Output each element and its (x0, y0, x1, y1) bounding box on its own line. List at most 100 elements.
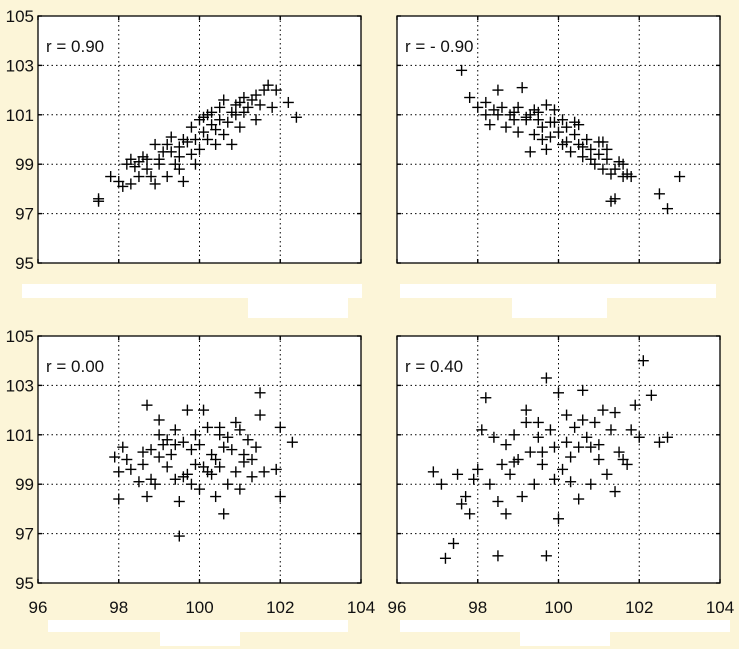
data-point (593, 454, 605, 465)
data-point (218, 441, 230, 453)
y-tick-label: 95 (15, 574, 34, 593)
data-point (234, 483, 246, 495)
data-point (532, 416, 544, 428)
data-point (577, 384, 589, 396)
data-point (218, 129, 230, 141)
data-point (246, 471, 258, 483)
data-point (480, 96, 492, 108)
data-point (585, 153, 597, 165)
scatter-panel-2: r = - 0.90 (396, 15, 721, 264)
data-point (258, 466, 270, 478)
data-point (173, 530, 185, 542)
data-point (484, 119, 496, 131)
data-point (540, 99, 552, 111)
data-point (161, 461, 173, 473)
data-point (492, 84, 504, 96)
data-point (536, 458, 548, 470)
data-point (169, 424, 181, 436)
data-point (565, 451, 577, 463)
data-point (480, 109, 492, 121)
x-tick-label: 102 (266, 598, 294, 617)
data-point (250, 441, 262, 453)
data-point (585, 143, 597, 155)
data-point (161, 138, 173, 150)
data-point (524, 146, 536, 158)
data-point (508, 106, 520, 118)
data-point (210, 454, 222, 465)
data-point (617, 158, 629, 170)
y-tick-label: 101 (6, 106, 34, 125)
data-point (565, 476, 577, 488)
data-point (270, 463, 282, 475)
data-point (597, 404, 609, 416)
data-point (189, 134, 201, 145)
data-point (194, 483, 205, 495)
data-point (137, 446, 149, 458)
data-point (553, 513, 564, 525)
data-point (581, 134, 593, 145)
y-tick-label: 105 (6, 327, 34, 346)
data-point (185, 148, 197, 160)
data-point (226, 444, 238, 456)
data-point (141, 491, 153, 503)
data-point (484, 478, 496, 490)
x-tick-label: 96 (29, 598, 48, 617)
data-point (230, 109, 242, 121)
data-point (427, 466, 439, 478)
data-point (577, 141, 589, 153)
data-point (662, 431, 674, 443)
data-point (548, 473, 560, 485)
data-point (597, 163, 609, 175)
data-point (500, 121, 512, 133)
data-point (234, 121, 246, 133)
y-tick-label: 103 (6, 376, 34, 395)
data-point (165, 449, 177, 461)
label-strip (512, 298, 607, 318)
data-point (125, 153, 137, 165)
data-point (222, 116, 234, 128)
x-tick-label: 102 (625, 598, 653, 617)
data-point (153, 153, 165, 165)
data-point (492, 495, 504, 507)
data-point (528, 104, 540, 116)
data-point (460, 491, 472, 503)
data-point (480, 392, 492, 404)
label-strip (160, 632, 240, 646)
data-point (629, 399, 641, 411)
data-point (198, 404, 210, 416)
data-point (557, 463, 569, 475)
data-point (198, 126, 210, 138)
data-point (185, 478, 197, 490)
data-point (133, 171, 145, 183)
data-point (238, 92, 250, 104)
data-point (448, 537, 460, 549)
data-point (492, 550, 504, 562)
data-point (274, 491, 286, 503)
data-point (270, 84, 282, 96)
data-point (621, 458, 633, 470)
data-point (528, 478, 540, 490)
data-point (613, 446, 625, 458)
data-point (653, 436, 665, 448)
data-point (496, 458, 508, 470)
data-point (129, 161, 141, 173)
data-point (189, 458, 201, 470)
y-tick-label: 103 (6, 56, 34, 75)
data-point (540, 372, 552, 384)
data-point (214, 421, 226, 433)
data-point (512, 126, 524, 138)
data-point (242, 101, 254, 113)
data-point (173, 495, 185, 507)
data-point (117, 441, 129, 453)
data-point (234, 424, 246, 436)
data-point (508, 456, 520, 468)
data-point (605, 424, 617, 436)
data-point (133, 476, 145, 488)
data-point (536, 134, 548, 145)
data-point (601, 143, 613, 155)
data-point (633, 431, 645, 443)
data-point (609, 163, 621, 175)
label-strip (520, 632, 610, 646)
data-point (165, 146, 177, 158)
